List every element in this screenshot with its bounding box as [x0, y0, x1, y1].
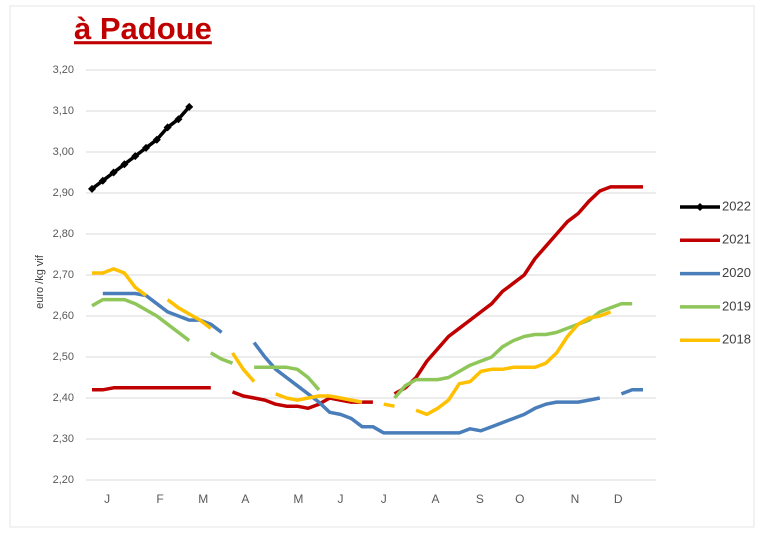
legend-label: 2022 — [722, 198, 751, 213]
y-tick-label: 2,50 — [53, 351, 74, 363]
point-marker — [131, 152, 140, 161]
y-tick-label: 3,20 — [53, 64, 74, 76]
y-tick-label: 3,10 — [53, 105, 74, 117]
y-tick-label: 2,30 — [53, 433, 74, 445]
point-marker — [109, 168, 118, 177]
point-marker — [185, 102, 194, 111]
chart-frame — [9, 5, 755, 528]
x-tick-label: J — [104, 492, 110, 506]
point-marker — [163, 123, 172, 132]
series-line — [92, 267, 612, 417]
y-tick-label: 2,60 — [53, 310, 74, 322]
x-tick-label: M — [293, 492, 303, 506]
y-tick-label: 2,40 — [53, 392, 74, 404]
x-tick-label: A — [241, 492, 249, 506]
x-tick-label: J — [381, 492, 387, 506]
x-tick-label: J — [337, 492, 343, 506]
x-tick-label: D — [614, 492, 623, 506]
legend-label: 2020 — [722, 265, 751, 280]
series-line — [90, 105, 191, 191]
series-line — [92, 185, 643, 411]
point-marker — [142, 143, 151, 152]
point-marker — [120, 160, 129, 169]
x-tick-label: S — [476, 492, 484, 506]
legend-label: 2019 — [722, 298, 751, 313]
point-marker — [88, 184, 96, 193]
x-tick-label: M — [198, 492, 208, 506]
legend-label: 2021 — [722, 232, 751, 247]
legend-marker — [696, 203, 704, 211]
y-tick-label: 2,80 — [53, 228, 74, 240]
point-marker — [174, 115, 183, 124]
chart-title: à Padoue — [74, 11, 212, 46]
y-axis-label: euro /kg vif — [34, 254, 46, 309]
y-tick-label: 2,90 — [53, 187, 74, 199]
point-marker — [98, 176, 107, 185]
x-tick-label: O — [515, 492, 524, 506]
point-marker — [152, 135, 161, 144]
y-tick-label: 3,00 — [53, 146, 74, 158]
x-tick-label: F — [156, 492, 163, 506]
x-tick-label: A — [432, 492, 440, 506]
y-tick-label: 2,20 — [53, 474, 74, 486]
x-tick-label: N — [571, 492, 580, 506]
legend-label: 2018 — [722, 332, 751, 347]
y-tick-label: 2,70 — [53, 269, 74, 281]
series-line — [91, 297, 633, 400]
